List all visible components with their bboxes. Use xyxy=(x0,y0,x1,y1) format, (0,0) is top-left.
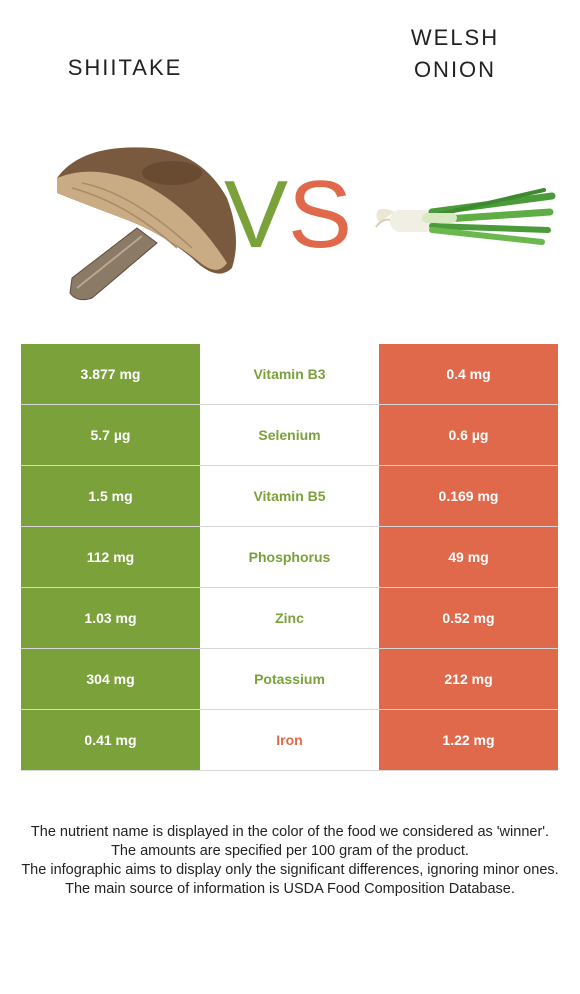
shiitake-image xyxy=(57,147,236,301)
table-row: 112 mg Phosphorus 49 mg xyxy=(21,527,558,588)
vs-label: VS xyxy=(224,160,352,270)
right-value: 0.52 mg xyxy=(379,588,558,648)
left-value: 0.41 mg xyxy=(21,710,200,770)
footnote-line: The main source of information is USDA F… xyxy=(65,881,515,897)
right-food-title: WELSH ONION xyxy=(410,25,500,82)
nutrient-name: Selenium xyxy=(200,405,379,465)
nutrient-name: Iron xyxy=(200,710,379,770)
left-value: 1.03 mg xyxy=(21,588,200,648)
nutrient-name: Vitamin B3 xyxy=(200,344,379,404)
nutrient-name: Vitamin B5 xyxy=(200,466,379,526)
welsh-onion-image xyxy=(375,188,556,245)
footnote-line: The nutrient name is displayed in the co… xyxy=(30,824,550,840)
table-row: 304 mg Potassium 212 mg xyxy=(21,649,558,710)
right-value: 49 mg xyxy=(379,527,558,587)
left-value: 5.7 µg xyxy=(21,405,200,465)
right-value: 1.22 mg xyxy=(379,710,558,770)
nutrient-comparison-table: 3.877 mg Vitamin B3 0.4 mg 5.7 µg Selenium 0.… xyxy=(21,344,558,771)
right-value: 0.6 µg xyxy=(379,405,558,465)
footnotes: The nutrient name is displayed in the co… xyxy=(20,823,560,899)
left-value: 3.877 mg xyxy=(21,344,200,404)
vs-v: V xyxy=(224,161,289,268)
table-row: 1.5 mg Vitamin B5 0.169 mg xyxy=(21,466,558,527)
left-value: 112 mg xyxy=(21,527,200,587)
vs-s: S xyxy=(288,161,353,268)
right-value: 0.4 mg xyxy=(379,344,558,404)
left-food-title: SHIITAKE xyxy=(67,55,183,80)
footnote-line: The infographic aims to display only the… xyxy=(21,862,559,878)
nutrient-name: Zinc xyxy=(200,588,379,648)
table-row: 5.7 µg Selenium 0.6 µg xyxy=(21,405,558,466)
right-value: 212 mg xyxy=(379,649,558,709)
footnote-line: The amounts are specified per 100 gram o… xyxy=(111,843,469,859)
left-value: 304 mg xyxy=(21,649,200,709)
table-row: 1.03 mg Zinc 0.52 mg xyxy=(21,588,558,649)
nutrient-name: Potassium xyxy=(200,649,379,709)
right-value: 0.169 mg xyxy=(379,466,558,526)
left-value: 1.5 mg xyxy=(21,466,200,526)
table-row: 3.877 mg Vitamin B3 0.4 mg xyxy=(21,344,558,405)
table-row: 0.41 mg Iron 1.22 mg xyxy=(21,710,558,771)
nutrient-name: Phosphorus xyxy=(200,527,379,587)
